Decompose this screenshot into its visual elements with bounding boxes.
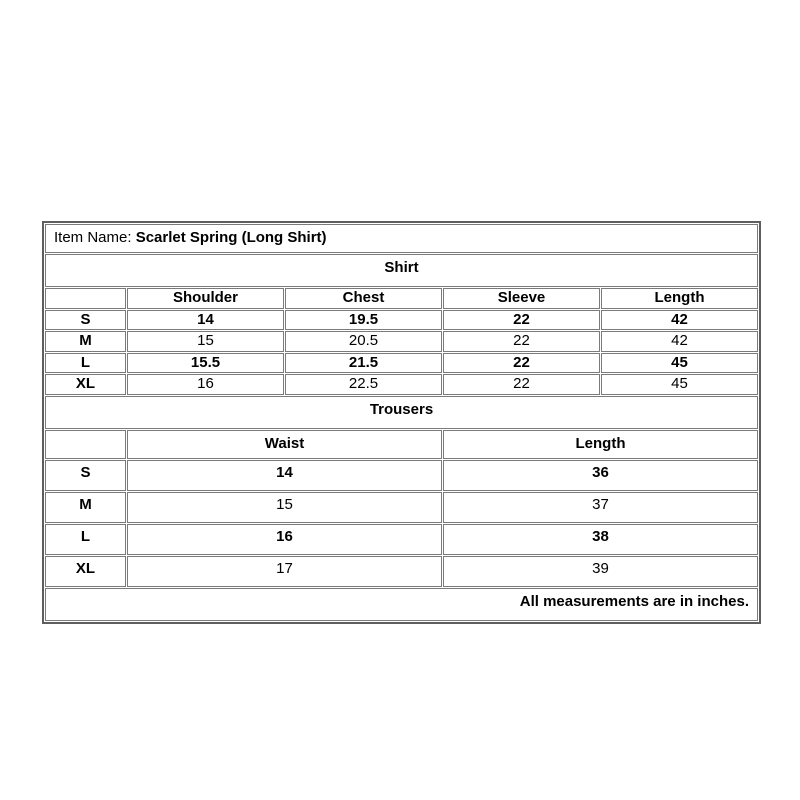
- item-name-cell: Item Name: Scarlet Spring (Long Shirt): [45, 224, 758, 253]
- size-chart: Item Name: Scarlet Spring (Long Shirt) S…: [42, 221, 761, 624]
- item-name-row: Item Name: Scarlet Spring (Long Shirt): [45, 224, 758, 253]
- size-cell: XL: [45, 555, 126, 587]
- size-cell: L: [45, 352, 126, 373]
- shirt-header-shoulder: Shoulder: [127, 288, 284, 309]
- value-cell: 20.5: [285, 331, 442, 352]
- size-cell: S: [45, 459, 126, 491]
- value-cell: 14: [127, 309, 284, 330]
- value-cell: 39: [443, 555, 758, 587]
- shirt-row-s: S 14 19.5 22 42: [45, 309, 758, 330]
- value-cell: 17: [127, 555, 442, 587]
- value-cell: 36: [443, 459, 758, 491]
- size-cell: L: [45, 523, 126, 555]
- item-name-label: Item Name:: [54, 229, 132, 247]
- shirt-row-l: L 15.5 21.5 22 45: [45, 352, 758, 373]
- shirt-header-sleeve: Sleeve: [443, 288, 600, 309]
- trousers-title-row: Trousers: [45, 395, 758, 429]
- size-cell: S: [45, 309, 126, 330]
- value-cell: 16: [127, 523, 442, 555]
- shirt-title-row: Shirt: [45, 254, 758, 287]
- trousers-row-l: L 16 38: [45, 523, 758, 555]
- value-cell: 45: [601, 352, 758, 373]
- value-cell: 21.5: [285, 352, 442, 373]
- trousers-section-title: Trousers: [45, 395, 758, 429]
- trousers-row-s: S 14 36: [45, 459, 758, 491]
- item-name-value: Scarlet Spring (Long Shirt): [135, 229, 327, 247]
- shirt-row-m: M 15 20.5 22 42: [45, 331, 758, 352]
- size-cell: XL: [45, 374, 126, 395]
- value-cell: 37: [443, 491, 758, 523]
- trousers-row-m: M 15 37: [45, 491, 758, 523]
- size-cell: M: [45, 331, 126, 352]
- shirt-header-length: Length: [601, 288, 758, 309]
- value-cell: 38: [443, 523, 758, 555]
- trousers-row-xl: XL 17 39: [45, 555, 758, 587]
- shirt-header-empty-cell: [45, 288, 126, 309]
- value-cell: 42: [601, 309, 758, 330]
- value-cell: 45: [601, 374, 758, 395]
- value-cell: 15: [127, 331, 284, 352]
- shirt-row-xl: XL 16 22.5 22 45: [45, 374, 758, 395]
- value-cell: 22.5: [285, 374, 442, 395]
- value-cell: 22: [443, 352, 600, 373]
- value-cell: 16: [127, 374, 284, 395]
- value-cell: 22: [443, 374, 600, 395]
- trousers-header-row: Waist Length: [45, 429, 758, 459]
- trousers-header-empty-cell: [45, 429, 126, 459]
- size-cell: M: [45, 491, 126, 523]
- value-cell: 15: [127, 491, 442, 523]
- footer-row: All measurements are in inches.: [45, 587, 758, 621]
- shirt-header-row: Shoulder Chest Sleeve Length: [45, 288, 758, 309]
- value-cell: 19.5: [285, 309, 442, 330]
- trousers-header-waist: Waist: [127, 429, 442, 459]
- shirt-header-chest: Chest: [285, 288, 442, 309]
- measurements-note: All measurements are in inches.: [45, 587, 758, 621]
- value-cell: 22: [443, 331, 600, 352]
- shirt-section-title: Shirt: [45, 254, 758, 287]
- value-cell: 14: [127, 459, 442, 491]
- trousers-header-length: Length: [443, 429, 758, 459]
- value-cell: 22: [443, 309, 600, 330]
- size-chart-table: Item Name: Scarlet Spring (Long Shirt) S…: [42, 221, 761, 624]
- value-cell: 15.5: [127, 352, 284, 373]
- value-cell: 42: [601, 331, 758, 352]
